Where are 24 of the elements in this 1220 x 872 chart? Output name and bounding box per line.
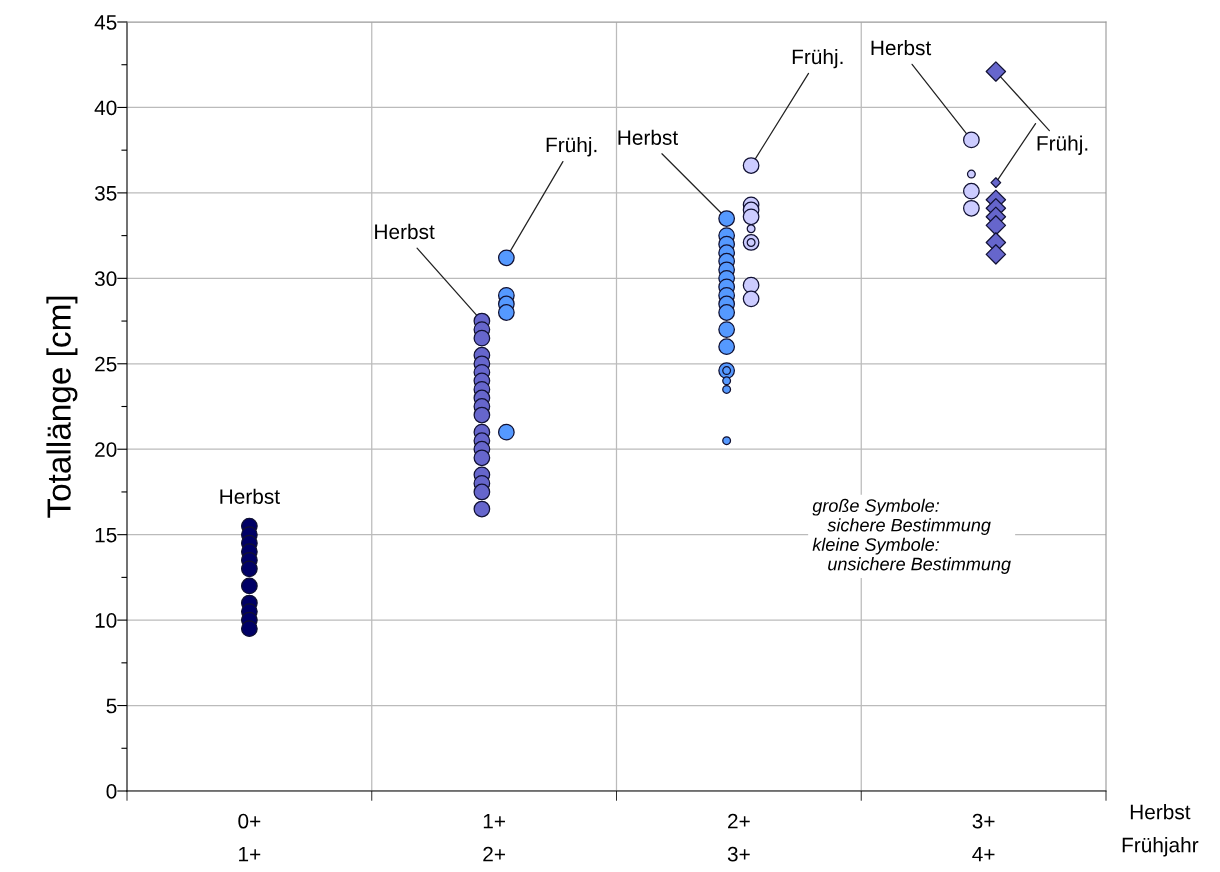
- y-tick-label: 10: [95, 613, 117, 628]
- text: Herbst: [871, 39, 932, 56]
- y-tick-label: 45: [94, 15, 117, 30]
- y-tick-label: 35: [94, 185, 117, 201]
- x-tick-label: 0+ 1+: [238, 813, 261, 862]
- y-tick-label: 30: [94, 271, 117, 287]
- y-tick-label: 5: [106, 698, 117, 714]
- text: Herbst: [618, 129, 678, 145]
- y-tick-label: 40: [94, 100, 117, 116]
- series-label: Herbst: [220, 488, 280, 504]
- y-tick-label: 0: [106, 784, 117, 799]
- y-tick-label: 15: [95, 527, 117, 543]
- text: Frühj.: [1037, 135, 1088, 155]
- x-tick-label: 3+ 4+: [972, 813, 995, 862]
- y-axis-title: Totallänge [cm]: [46, 296, 78, 518]
- x-tick-label: 1+ 2+: [483, 813, 505, 862]
- x-tick-label: 2+ 3+: [727, 813, 750, 862]
- text: Frühj.: [546, 137, 597, 157]
- y-tick-label: 20: [95, 442, 117, 457]
- text: Frühj.: [792, 48, 843, 69]
- x-axis-title: Herbst Frühjahr: [1122, 804, 1199, 857]
- annotation: große Symbole: sichere Bestimmung kleine Symbole: unsichere Bestimmung: [812, 498, 1011, 574]
- y-tick-label: 25: [95, 356, 117, 372]
- text: Herbst: [375, 223, 435, 240]
